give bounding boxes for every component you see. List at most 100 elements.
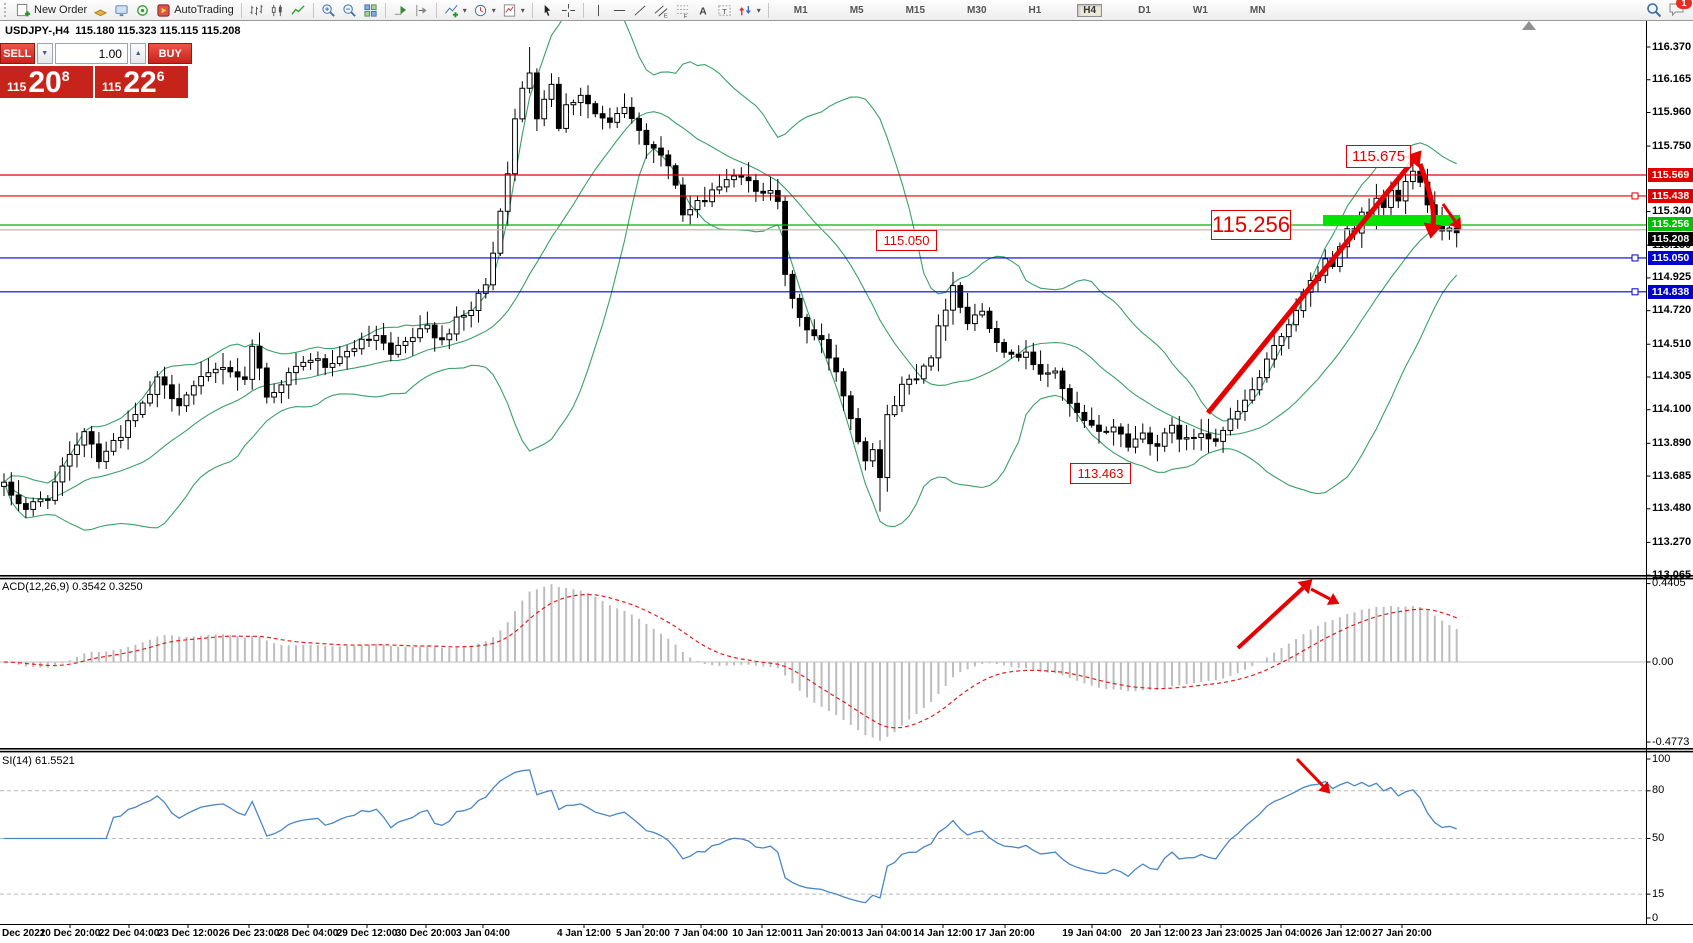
- zoom-out-button[interactable]: [339, 1, 360, 19]
- time-axis-label: 27 Jan 20:00: [1372, 928, 1432, 939]
- price-axis-tick: 115.340: [1652, 205, 1692, 218]
- bid-price-display[interactable]: 115 20 8: [0, 66, 93, 98]
- bid-prefix: 115: [7, 80, 27, 94]
- toolbar-separator: [384, 2, 386, 18]
- autotrading-label: AutoTrading: [174, 4, 234, 16]
- crosshair-tool-button[interactable]: [558, 1, 579, 19]
- toolbar: New Order AutoTrading ▾ ▾ ▾ E F A: [0, 0, 1693, 21]
- sell-button[interactable]: SELL: [0, 43, 35, 64]
- auto-scroll-icon: [394, 5, 406, 15]
- vertical-line-tool-button[interactable]: [588, 1, 609, 19]
- chevron-down-icon: ▾: [756, 5, 761, 15]
- horizontal-line-tool-button[interactable]: [609, 1, 630, 19]
- time-axis-label: Dec 2021: [2, 928, 46, 939]
- indicators-button[interactable]: ▾: [441, 1, 470, 19]
- svg-text:A: A: [699, 6, 707, 17]
- arrows-tool-button[interactable]: ▾: [735, 1, 764, 19]
- crosshair-icon: [561, 3, 575, 17]
- macd-axis-tick: -0.4773: [1652, 735, 1690, 748]
- fibonacci-icon: F: [676, 4, 688, 18]
- equidistant-channel-tool-button[interactable]: E: [651, 1, 672, 19]
- line-chart-button[interactable]: [288, 1, 309, 19]
- cursor-tool-button[interactable]: [537, 1, 558, 19]
- timeframe-button-m5[interactable]: M5: [849, 5, 864, 16]
- signals-button[interactable]: [132, 1, 153, 19]
- text-label-tool-button[interactable]: T: [714, 1, 735, 19]
- arrows-icon: [739, 5, 751, 15]
- rsi-axis-tick: 50: [1652, 832, 1665, 844]
- time-axis-label: 14 Jan 12:00: [913, 928, 973, 939]
- autotrading-button[interactable]: AutoTrading: [153, 1, 237, 19]
- auto-scroll-button[interactable]: [390, 1, 411, 19]
- rsi-axis-tick: 80: [1652, 784, 1665, 797]
- symbol-ohlc-info: USDJPY-,H4 115.180 115.323 115.115 115.2…: [5, 25, 241, 37]
- toolbar-separator: [531, 2, 533, 18]
- time-axis-label: 11 Jan 20:00: [792, 928, 852, 939]
- zoom-in-button[interactable]: [318, 1, 339, 19]
- new-order-label: New Order: [34, 4, 88, 16]
- notifications-button[interactable]: 1: [1668, 0, 1692, 20]
- toolbar-right: 1: [1646, 0, 1692, 20]
- time-axis-label: 26 Dec 23:00: [218, 928, 280, 939]
- annotation-label-115.050[interactable]: 115.050: [876, 230, 937, 251]
- tile-windows-button[interactable]: [360, 1, 381, 19]
- notification-count-badge: 1: [1676, 0, 1692, 9]
- timeframe-button-mn[interactable]: MN: [1249, 5, 1266, 16]
- time-axis-label: 17 Jan 20:00: [975, 928, 1035, 939]
- price-axis-tick: 114.510: [1652, 337, 1692, 350]
- fibonacci-tool-button[interactable]: F: [672, 1, 693, 19]
- chevron-down-icon: ▾: [491, 5, 496, 15]
- rsi-axis-tick: 0: [1652, 911, 1659, 924]
- periods-button[interactable]: ▾: [470, 1, 499, 19]
- timeframe-button-h1[interactable]: H1: [1028, 5, 1042, 16]
- signals-icon: [137, 4, 149, 16]
- buy-button[interactable]: BUY: [148, 43, 192, 64]
- annotation-label-113.463[interactable]: 113.463: [1070, 463, 1131, 484]
- ask-main: 22: [123, 66, 157, 99]
- time-axis-label: 13 Jan 04:00: [852, 928, 912, 939]
- timeframe-button-m15[interactable]: M15: [905, 5, 926, 16]
- volume-input[interactable]: [54, 43, 128, 64]
- horizontal-line-icon: [613, 9, 625, 11]
- text-tool-button[interactable]: A: [693, 1, 714, 19]
- ask-prefix: 115: [102, 80, 122, 94]
- bar-chart-button[interactable]: [246, 1, 267, 19]
- chart-wizard-button[interactable]: [90, 1, 111, 19]
- equidistant-channel-icon: E: [654, 4, 668, 18]
- timeframe-button-w1[interactable]: W1: [1192, 5, 1208, 16]
- volume-decrease-button[interactable]: ▼: [36, 43, 53, 64]
- bar-chart-icon: [250, 4, 263, 15]
- price-axis-tick: 116.165: [1652, 73, 1692, 86]
- price-axis-tick: 116.370: [1652, 40, 1692, 53]
- timeframe-button-m1[interactable]: M1: [793, 5, 808, 16]
- search-icon[interactable]: [1646, 2, 1662, 18]
- time-axis-label: 3 Jan 04:00: [456, 928, 510, 939]
- new-order-button[interactable]: New Order: [13, 1, 90, 19]
- timeframe-button-m30[interactable]: M30: [967, 5, 987, 16]
- rsi-axis-tick: 15: [1652, 887, 1665, 900]
- annotation-label-115.256[interactable]: 115.256: [1211, 210, 1291, 240]
- candlestick-chart-button[interactable]: [267, 1, 288, 19]
- time-axis-label: 23 Dec 12:00: [157, 928, 219, 939]
- volume-increase-button[interactable]: ▲: [129, 43, 147, 64]
- trendline-tool-button[interactable]: [630, 1, 651, 19]
- templates-button[interactable]: ▾: [499, 1, 528, 19]
- cursor-icon: [544, 4, 551, 16]
- time-axis-label: 30 Dec 20:00: [395, 928, 457, 939]
- rsi-axis-tick: 100: [1652, 752, 1671, 765]
- time-axis-label: 7 Jan 04:00: [674, 928, 728, 939]
- candlestick-chart-icon: [271, 4, 282, 16]
- ask-price-display[interactable]: 115 22 6: [95, 66, 188, 98]
- tile-windows-icon: [364, 3, 377, 17]
- chart-shift-button[interactable]: [411, 1, 432, 19]
- toolbar-separator: [767, 2, 769, 18]
- price-axis-tick: 114.720: [1652, 304, 1692, 317]
- timeframe-button-d1[interactable]: D1: [1138, 5, 1151, 16]
- toolbar-grip: [4, 3, 10, 17]
- timeframe-button-h4[interactable]: H4: [1077, 4, 1103, 17]
- price-axis-tick: 113.685: [1652, 469, 1692, 482]
- expert-advisors-button[interactable]: [111, 1, 132, 19]
- annotation-label-115.675[interactable]: 115.675: [1346, 145, 1411, 168]
